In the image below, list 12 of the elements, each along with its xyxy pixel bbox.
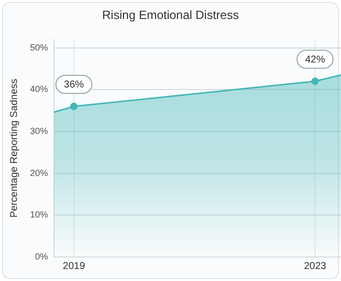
y-tick-label: 30% [30,126,48,136]
chart-title: Rising Emotional Distress [101,8,240,22]
x-tick-label: 2023 [304,260,327,272]
y-tick-label: 0% [35,251,48,262]
y-axis-title: Percentage Reporting Sadness [8,78,20,218]
y-tick-label: 10% [30,210,48,220]
data-label: 42% [305,54,326,66]
data-label: 36% [64,80,84,91]
y-tick-label: 20% [30,168,48,178]
y-tick-label: 50% [30,42,48,52]
y-tick-label: 40% [30,84,48,94]
x-tick-label: 2019 [62,260,86,272]
